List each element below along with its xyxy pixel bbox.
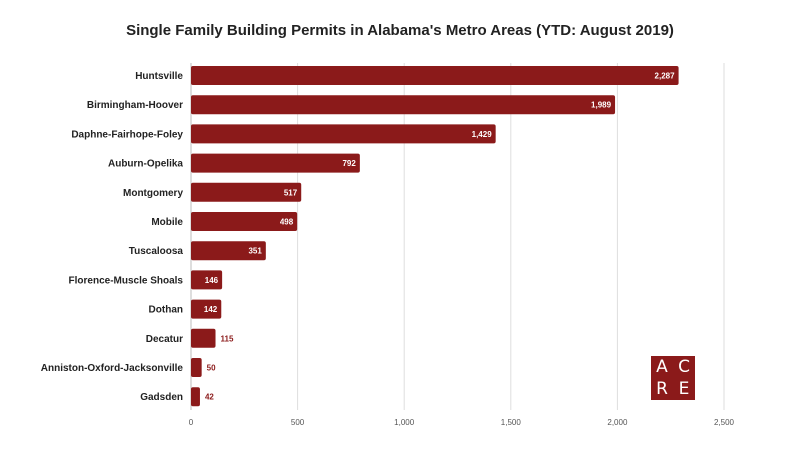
category-label: Huntsville: [135, 71, 183, 82]
chart-title: Single Family Building Permits in Alabam…: [126, 22, 674, 39]
value-label: 1,989: [591, 101, 612, 110]
value-label: 146: [205, 276, 219, 285]
category-label: Florence-Muscle Shoals: [69, 275, 184, 286]
logo-letter: E: [678, 379, 690, 399]
x-tick-label: 0: [189, 418, 194, 427]
category-label: Gadsden: [140, 392, 183, 403]
bar: [191, 270, 223, 290]
value-label: 517: [284, 188, 298, 197]
value-label: 792: [342, 159, 356, 168]
category-label: Tuscaloosa: [129, 246, 184, 257]
value-label: 115: [221, 334, 234, 343]
logo-letter: A: [656, 357, 668, 377]
x-axis-ticks: 0 500 1,000 1,500 2,000 2,500: [189, 418, 735, 427]
category-labels: Huntsville Birmingham-Hoover Daphne-Fairho…: [41, 71, 184, 403]
value-label: 42: [205, 393, 214, 402]
bar: [191, 387, 200, 407]
x-tick-label: 500: [291, 418, 305, 427]
bar: [191, 299, 222, 319]
logo-letter: R: [656, 379, 668, 399]
bar: [191, 153, 360, 173]
category-label: Auburn-Opelika: [108, 159, 183, 170]
category-label: Montgomery: [123, 188, 183, 199]
bar: [191, 124, 496, 144]
x-tick-label: 2,500: [714, 418, 735, 427]
category-label: Decatur: [146, 334, 183, 345]
category-label: Daphne-Fairhope-Foley: [71, 129, 183, 140]
bar: [191, 241, 266, 261]
bar: [191, 66, 679, 85]
category-label: Birmingham-Hoover: [87, 100, 183, 111]
x-tick-label: 1,500: [501, 418, 522, 427]
value-label: 142: [204, 305, 218, 314]
value-label: 1,429: [472, 130, 493, 139]
value-label: 2,287: [655, 72, 676, 81]
acre-logo: A C R E: [651, 356, 695, 400]
value-label: 351: [248, 247, 262, 256]
bar: [191, 95, 616, 115]
bar: [191, 212, 298, 231]
category-label: Dothan: [149, 305, 183, 316]
x-tick-label: 1,000: [394, 418, 415, 427]
logo-letter: C: [678, 357, 690, 377]
bar: [191, 328, 216, 348]
gridlines: [190, 63, 725, 410]
value-label: 50: [207, 364, 216, 373]
x-tick-label: 2,000: [607, 418, 628, 427]
bar: [191, 182, 302, 202]
value-label: 498: [280, 218, 294, 227]
category-label: Anniston-Oxford-Jacksonville: [41, 363, 184, 374]
bars: 2,287 1,989 1,429 792 517 498 351 146 142 115 50 42: [191, 66, 679, 407]
bar: [191, 358, 202, 377]
category-label: Mobile: [151, 217, 183, 228]
